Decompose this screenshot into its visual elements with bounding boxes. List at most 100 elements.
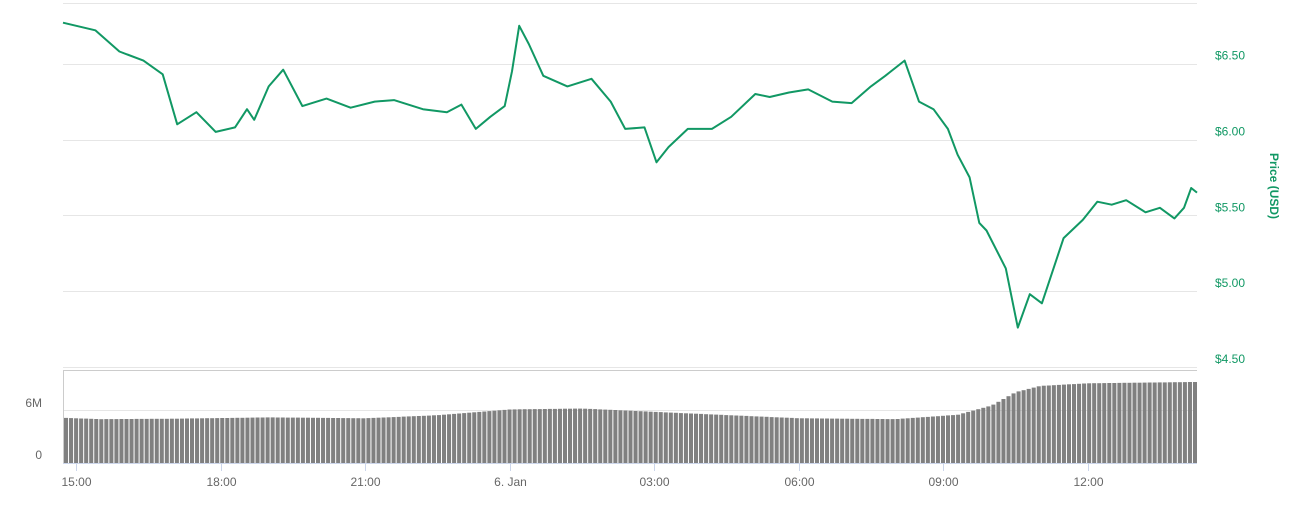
volume-bar	[457, 413, 462, 463]
volume-bar	[119, 419, 124, 463]
volume-bars	[64, 382, 1197, 463]
volume-bar	[200, 418, 205, 463]
volume-bar	[920, 417, 925, 463]
volume-bar	[784, 417, 789, 463]
volume-bar	[482, 411, 487, 463]
volume-bar	[678, 413, 683, 463]
volume-bar	[351, 418, 356, 463]
volume-bar	[462, 413, 467, 463]
volume-bar	[673, 412, 678, 463]
volume-bar	[996, 401, 1001, 463]
volume-bar	[507, 409, 512, 463]
volume-bar	[240, 417, 245, 463]
volume-bar	[734, 415, 739, 463]
volume-bar	[265, 417, 270, 463]
volume-bar	[522, 409, 527, 463]
volume-bar	[759, 416, 764, 463]
volume-bar	[164, 418, 169, 463]
volume-bar	[618, 410, 623, 463]
volume-bar	[754, 416, 759, 463]
volume-bar	[124, 419, 129, 463]
volume-bar	[593, 409, 598, 463]
volume-bar	[709, 414, 714, 463]
volume-bar	[442, 414, 447, 463]
price-axis-title: Price (USD)	[1267, 153, 1281, 219]
volume-bar	[1036, 386, 1041, 463]
volume-bar	[870, 418, 875, 463]
volume-bar	[1112, 383, 1117, 463]
volume-bar	[729, 415, 734, 463]
volume-bar	[1187, 382, 1192, 463]
volume-bar	[270, 417, 275, 463]
volume-bar	[89, 418, 94, 463]
volume-bar	[431, 415, 436, 463]
volume-bar	[280, 417, 285, 463]
volume-bar	[346, 418, 351, 463]
volume-bar	[447, 414, 452, 463]
volume-bar	[1172, 382, 1177, 463]
volume-bar	[956, 414, 961, 463]
volume-bar	[366, 418, 371, 463]
volume-bar	[386, 417, 391, 463]
volume-bar	[139, 418, 144, 463]
volume-bar	[643, 411, 648, 463]
volume-bar	[809, 418, 814, 463]
volume-bar	[653, 411, 658, 463]
volume-bar	[804, 418, 809, 463]
volume-bar	[895, 419, 900, 463]
volume-axis-ticks: 0 6M	[25, 396, 42, 462]
volume-bar	[452, 413, 457, 463]
volume-bar	[714, 414, 719, 463]
volume-bar	[230, 417, 235, 463]
volume-bar	[830, 418, 835, 463]
volume-bar	[179, 418, 184, 463]
time-tick-label: 18:00	[206, 475, 236, 489]
volume-bar	[184, 418, 189, 463]
volume-bar	[477, 411, 482, 463]
volume-bar	[724, 415, 729, 463]
volume-bar	[215, 418, 220, 463]
volume-bar	[835, 418, 840, 463]
volume-bar	[542, 409, 547, 463]
volume-bar	[825, 418, 830, 463]
volume-bar	[245, 417, 250, 463]
volume-bar	[416, 416, 421, 463]
volume-bar	[951, 415, 956, 463]
volume-bar	[361, 418, 366, 463]
volume-bar	[472, 412, 477, 463]
volume-bar	[1006, 396, 1011, 463]
volume-bar	[331, 418, 336, 463]
volume-bar	[487, 411, 492, 463]
volume-bar	[658, 412, 663, 463]
volume-bar	[668, 412, 673, 463]
volume-bar	[1152, 382, 1157, 463]
volume-bar	[976, 409, 981, 463]
volume-bar	[295, 417, 300, 463]
price-gridlines	[63, 3, 1197, 368]
volume-bar	[875, 419, 880, 463]
volume-bar	[1157, 382, 1162, 463]
volume-bar	[694, 413, 699, 463]
volume-bar	[648, 411, 653, 463]
price-axis-ticks: $4.50 $5.00 $5.50 $6.00 $6.50	[1215, 49, 1245, 366]
volume-bar	[663, 412, 668, 463]
volume-bar	[275, 417, 280, 463]
volume-bar	[1061, 384, 1066, 463]
volume-bar	[1167, 382, 1172, 463]
volume-bar	[1127, 382, 1132, 463]
volume-bar	[633, 411, 638, 463]
volume-bar	[64, 417, 69, 463]
volume-bar	[321, 417, 326, 463]
volume-bar	[789, 417, 794, 463]
volume-bar	[225, 418, 230, 463]
volume-bar	[739, 415, 744, 463]
volume-bar	[1056, 384, 1061, 463]
volume-bar	[603, 409, 608, 463]
volume-bar	[1192, 382, 1197, 463]
volume-bar	[905, 418, 910, 463]
volume-bar	[159, 418, 164, 463]
volume-bar	[285, 417, 290, 463]
volume-bar	[583, 408, 588, 463]
volume-bar	[915, 417, 920, 463]
